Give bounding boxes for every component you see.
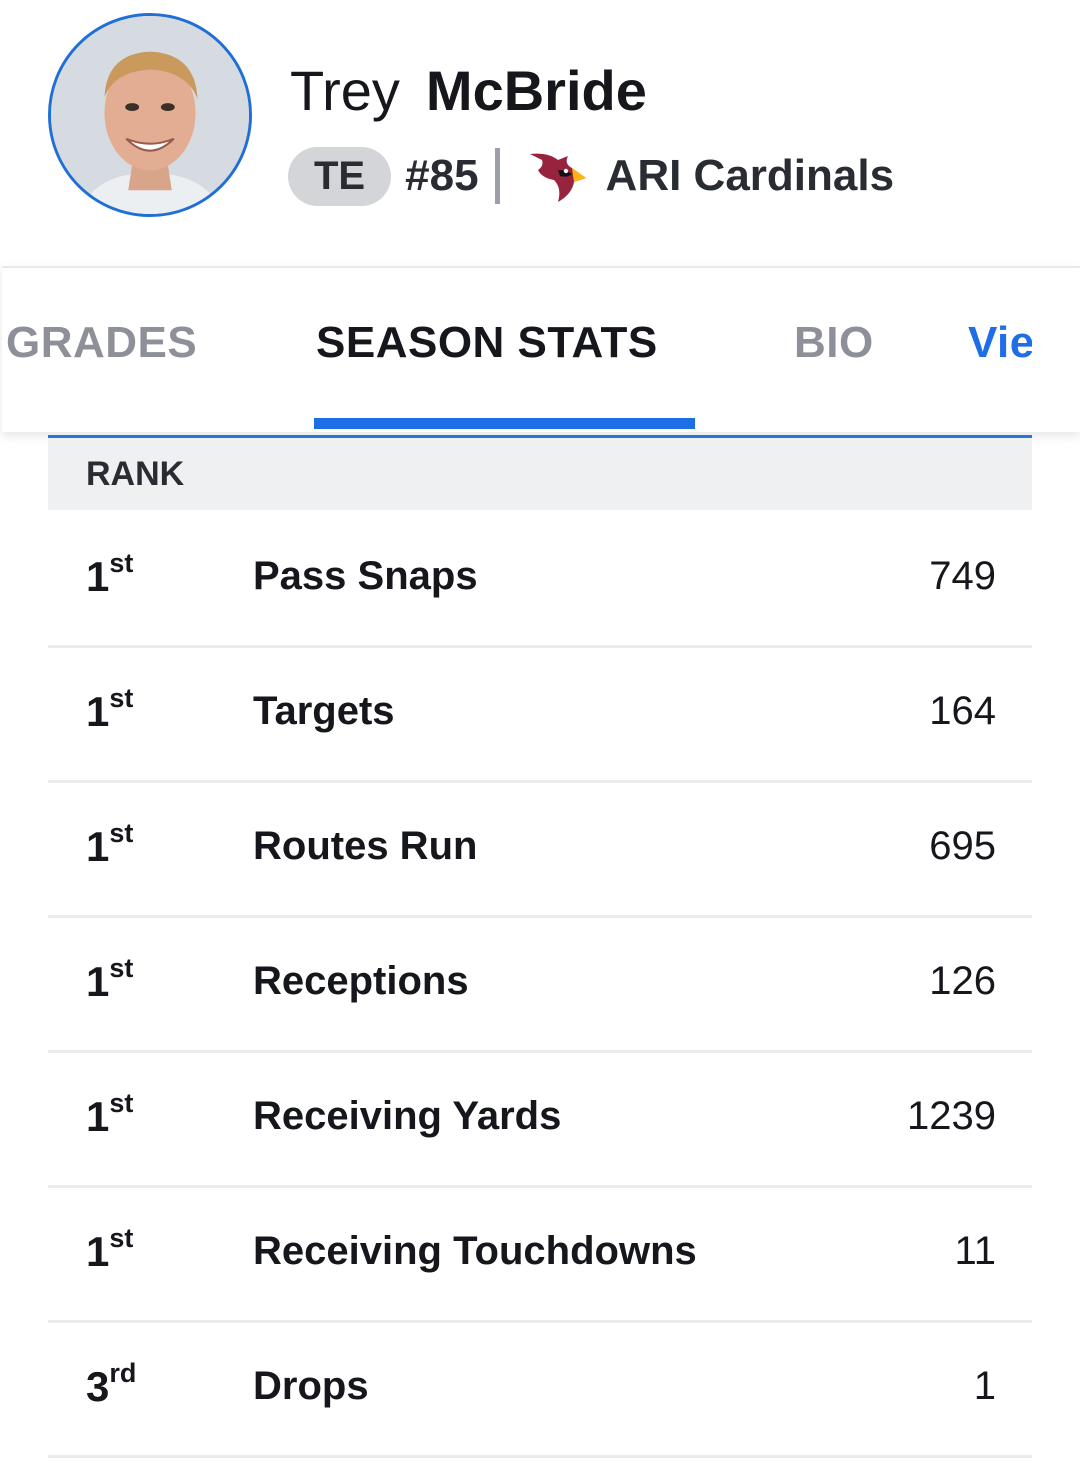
stat-value: 695 bbox=[929, 824, 996, 868]
player-avatar bbox=[48, 13, 252, 217]
stat-value: 1 bbox=[973, 1364, 996, 1408]
stat-row-receptions: 1st Receptions 126 bbox=[48, 915, 1032, 1053]
stat-value: 11 bbox=[954, 1229, 996, 1273]
player-first-name: Trey bbox=[290, 59, 400, 122]
meta-divider bbox=[494, 148, 500, 204]
player-meta: TE #85 ARI Cardinals bbox=[288, 146, 894, 206]
position-badge: TE bbox=[288, 146, 392, 206]
stat-label: Targets bbox=[253, 689, 395, 733]
stat-row-routes-run: 1st Routes Run 695 bbox=[48, 780, 1032, 918]
stat-rank: 3rd bbox=[86, 1358, 137, 1410]
table-header: RANK bbox=[48, 438, 1032, 510]
cardinal-logo-icon[interactable] bbox=[528, 148, 588, 204]
player-photo-icon bbox=[51, 16, 249, 214]
rank-column-header: RANK bbox=[86, 455, 185, 493]
tab-season-stats[interactable]: SEASON STATS bbox=[316, 318, 658, 367]
player-name: Trey McBride bbox=[290, 58, 647, 124]
stat-rank: 1st bbox=[86, 953, 134, 1005]
stat-row-receiving-touchdowns: 1st Receiving Touchdowns 11 bbox=[48, 1185, 1032, 1323]
stat-label: Pass Snaps bbox=[253, 554, 478, 598]
player-last-name: McBride bbox=[425, 59, 647, 122]
stat-value: 1239 bbox=[907, 1094, 996, 1138]
stat-label: Routes Run bbox=[253, 824, 478, 868]
stat-rank: 1st bbox=[86, 683, 134, 735]
stat-row-drops: 3rd Drops 1 bbox=[48, 1320, 1032, 1458]
tab-bar: GRADES SEASON STATS BIO Vie bbox=[2, 266, 1080, 432]
tab-bio[interactable]: BIO bbox=[794, 318, 874, 367]
active-tab-indicator bbox=[314, 418, 695, 429]
stat-row-receiving-yards: 1st Receiving Yards 1239 bbox=[48, 1050, 1032, 1188]
table-top-border bbox=[48, 435, 1032, 438]
stat-row-pass-snaps: 1st Pass Snaps 749 bbox=[48, 510, 1032, 648]
stat-rank: 1st bbox=[86, 1088, 134, 1140]
stat-value: 126 bbox=[929, 959, 996, 1003]
stat-label: Receiving Touchdowns bbox=[253, 1229, 697, 1273]
stat-value: 749 bbox=[929, 554, 996, 598]
stat-value: 164 bbox=[929, 689, 996, 733]
stat-label: Receiving Yards bbox=[253, 1094, 562, 1138]
tab-view-link[interactable]: Vie bbox=[968, 318, 1032, 367]
stat-rank: 1st bbox=[86, 548, 134, 600]
jersey-number: #85 bbox=[405, 151, 479, 200]
stat-row-targets: 1st Targets 164 bbox=[48, 645, 1032, 783]
team-name-link[interactable]: ARI Cardinals bbox=[605, 151, 895, 200]
stat-label: Receptions bbox=[253, 959, 469, 1003]
stat-rank: 1st bbox=[86, 1223, 134, 1275]
tab-grades[interactable]: GRADES bbox=[6, 318, 198, 367]
stat-label: Drops bbox=[253, 1364, 369, 1408]
stat-rank: 1st bbox=[86, 818, 134, 870]
